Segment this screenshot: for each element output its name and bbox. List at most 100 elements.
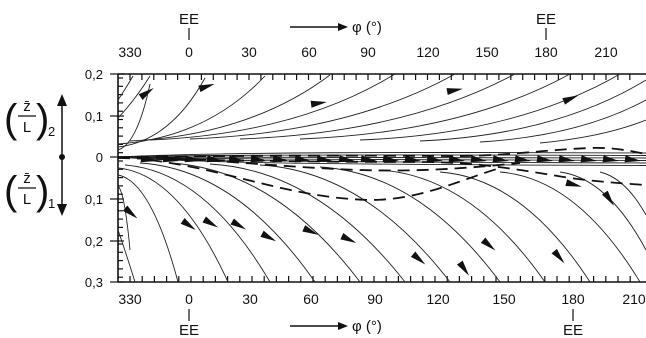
- bottom-tick-label: 120: [426, 291, 450, 307]
- bottom-tick-label: 60: [303, 291, 319, 307]
- flow-arrow-head: [184, 155, 201, 163]
- flow-arrow: [448, 155, 465, 163]
- flow-arrow-head: [310, 100, 327, 108]
- lower-streamline: [117, 167, 229, 283]
- separation-line: [117, 146, 646, 158]
- flow-arrow: [624, 155, 641, 163]
- flow-arrow-head: [250, 155, 267, 163]
- flow-arrow: [230, 218, 247, 230]
- plot-frame: [117, 73, 646, 283]
- paren-open: (: [4, 97, 18, 141]
- fraction-numerator: z̄: [23, 98, 31, 115]
- bottom-tick-label: 180: [561, 291, 585, 307]
- flow-arrow-head: [272, 155, 289, 163]
- paren-open: (: [4, 169, 18, 213]
- phi-arrow-head: [338, 322, 348, 330]
- ee-marker-top-180: EE: [536, 11, 556, 40]
- lower-side-label: ( z̄ L ) 1: [4, 169, 55, 213]
- flow-arrow-head: [122, 205, 138, 219]
- lower-streamline: [599, 171, 646, 216]
- flow-arrow: [601, 190, 615, 206]
- flow-arrow-head: [382, 155, 399, 163]
- flow-arrow-head: [410, 251, 426, 265]
- upper-streamline: [299, 73, 571, 140]
- flow-arrow: [338, 155, 355, 163]
- flow-arrow: [480, 237, 496, 251]
- flow-arrow: [565, 179, 582, 187]
- lower-streamline: [124, 164, 271, 283]
- flow-arrow-head: [456, 260, 470, 276]
- flow-arrow-head: [470, 155, 487, 163]
- flow-lines: [117, 73, 646, 283]
- flow-arrow-head: [601, 190, 615, 206]
- flow-arrow-head: [558, 155, 575, 163]
- ee-marker-bottom-0: EE: [179, 309, 199, 338]
- flow-arrow-head: [426, 155, 443, 163]
- flow-arrow: [382, 155, 399, 163]
- flow-arrow: [228, 155, 245, 163]
- flow-arrow: [558, 155, 575, 163]
- flow-arrow: [536, 155, 553, 163]
- y-tick-labels: 0,2 0,1 0 0,1 0,2 0,3: [85, 67, 103, 290]
- flow-arrow: [140, 155, 157, 163]
- upper-streamline: [117, 75, 151, 119]
- side-arrow-head-down: [57, 204, 67, 216]
- flow-arrow: [302, 225, 319, 235]
- fraction-denominator: L: [23, 119, 31, 136]
- flow-arrow: [562, 95, 579, 105]
- top-tick-label: 330: [118, 44, 142, 60]
- top-tick-labels: 330 0 30 60 90 120 150 180 210: [118, 44, 618, 60]
- ee-label: EE: [179, 11, 199, 28]
- upper-streamline: [129, 74, 331, 142]
- flow-arrow-head: [602, 155, 619, 163]
- flow-arrow: [138, 87, 154, 101]
- lower-streamline: [117, 185, 131, 251]
- flow-arrow-head: [302, 225, 319, 235]
- bottom-tick-label: 150: [492, 291, 516, 307]
- flow-arrow-head: [206, 155, 223, 163]
- flow-arrow-head: [580, 155, 597, 163]
- flow-arrow: [294, 155, 311, 163]
- ee-marker-bottom-180: EE: [563, 309, 583, 338]
- bottom-tick-label: 0: [185, 291, 193, 307]
- side-arrow-origin-dot: [59, 154, 65, 160]
- upper-streamline: [117, 75, 266, 145]
- top-tick-label: 0: [185, 44, 193, 60]
- flow-arrow-head: [480, 237, 496, 251]
- top-tick-label: 90: [360, 44, 376, 60]
- lower-streamline: [319, 166, 501, 283]
- flow-arrow: [122, 205, 138, 219]
- lower-streamline: [259, 164, 451, 283]
- flow-arrow-head: [446, 88, 463, 96]
- fraction-denominator: L: [23, 191, 31, 208]
- flow-arrow: [340, 233, 357, 243]
- flow-arrow-head: [492, 155, 509, 163]
- lower-streamline: [499, 171, 641, 283]
- flow-arrow: [551, 248, 565, 264]
- bottom-tick-label: 30: [242, 291, 258, 307]
- flow-arrow-head: [162, 155, 179, 163]
- separation-dashes: [117, 146, 646, 201]
- flow-arrow: [602, 155, 619, 163]
- top-tick-label: 210: [594, 44, 618, 60]
- flow-arrow: [180, 217, 196, 231]
- flow-arrow-head: [198, 83, 215, 93]
- flow-arrow-head: [514, 155, 531, 163]
- upper-streamline: [539, 119, 646, 144]
- flow-arrow: [162, 155, 179, 163]
- phi-arrow-head: [338, 23, 348, 31]
- y-tick-label: 0: [96, 150, 103, 165]
- flow-arrow: [404, 155, 421, 163]
- flow-arrow-head: [316, 155, 333, 163]
- flow-arrow-head: [536, 155, 553, 163]
- ee-marker-top-0: EE: [179, 11, 199, 40]
- flow-arrow-head: [551, 248, 565, 264]
- flow-arrow: [426, 155, 443, 163]
- upper-streamline: [359, 73, 621, 141]
- y-tick-label: 0,1: [85, 192, 103, 207]
- flow-arrow-head: [202, 216, 219, 228]
- paren-close: ): [36, 97, 49, 141]
- ee-label: EE: [536, 11, 556, 28]
- upper-streamline: [149, 73, 396, 141]
